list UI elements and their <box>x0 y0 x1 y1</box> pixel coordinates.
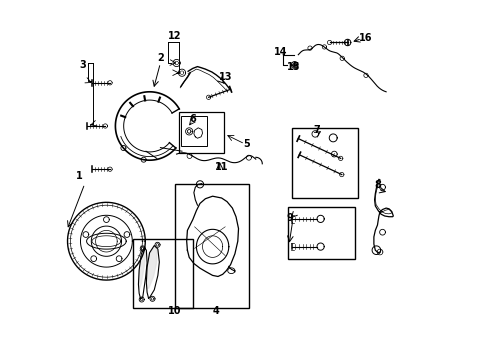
Bar <box>175 184 248 308</box>
Polygon shape <box>139 250 146 290</box>
Text: 1: 1 <box>76 171 83 181</box>
Text: 6: 6 <box>190 114 196 124</box>
Bar <box>288 207 355 259</box>
Text: 13: 13 <box>219 72 232 82</box>
Text: 11: 11 <box>215 162 228 172</box>
Polygon shape <box>147 247 157 289</box>
Text: 5: 5 <box>244 139 250 149</box>
Bar <box>179 112 224 153</box>
Text: 16: 16 <box>359 33 372 43</box>
Text: 2: 2 <box>157 53 164 63</box>
Text: 15: 15 <box>287 62 300 72</box>
Bar <box>292 128 358 198</box>
Text: 8: 8 <box>375 180 382 190</box>
Text: 4: 4 <box>213 306 220 316</box>
Text: 3: 3 <box>80 60 86 70</box>
Bar <box>181 116 207 146</box>
Bar <box>133 239 193 308</box>
Text: 10: 10 <box>168 306 182 316</box>
Text: 9: 9 <box>287 213 294 223</box>
Text: 7: 7 <box>314 125 320 135</box>
Text: 12: 12 <box>168 31 182 41</box>
Text: 14: 14 <box>274 47 288 57</box>
